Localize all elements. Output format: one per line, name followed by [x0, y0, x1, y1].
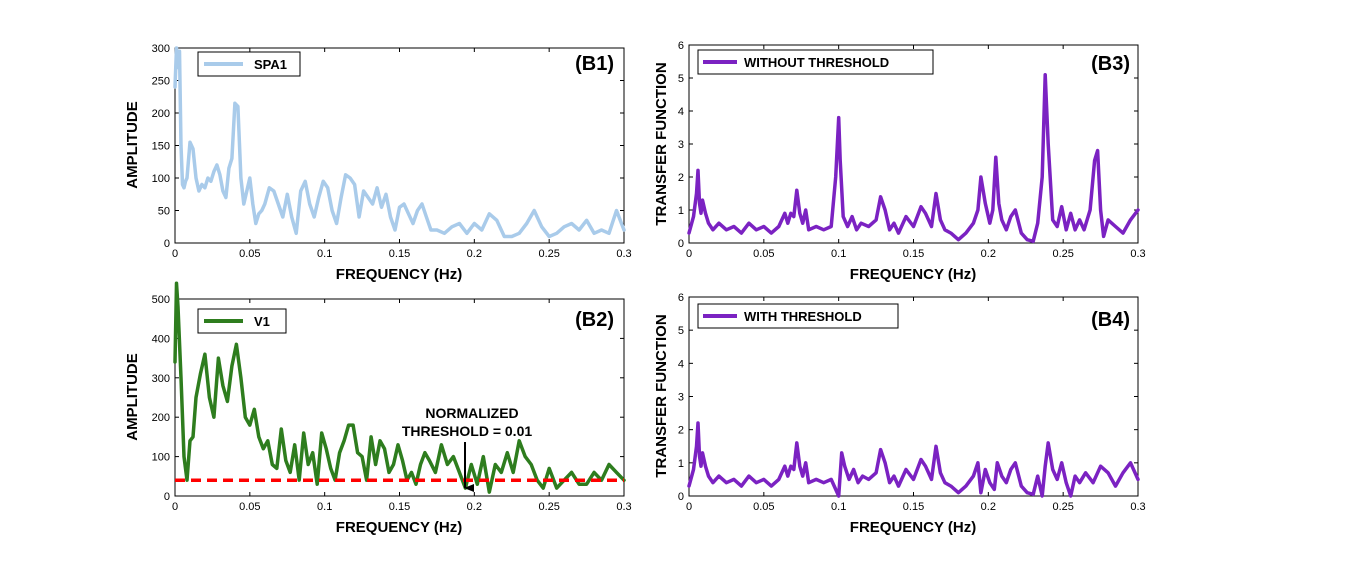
x-tick-label: 0 — [172, 501, 178, 513]
x-tick-label: 0.2 — [981, 248, 996, 260]
y-tick-label: 0 — [678, 491, 684, 503]
x-tick-label: 0.15 — [389, 248, 410, 260]
panel-b2: 0 0.05 0.1 0.15 0.2 0.25 0.3 0 100 200 300 400 500 (… — [124, 281, 632, 536]
x-tick-label: 0.05 — [239, 501, 260, 513]
legend-label: V1 — [254, 314, 270, 329]
y-tick-label: 50 — [158, 206, 170, 218]
y-tick-label: 6 — [678, 292, 684, 304]
y-tick-label: 0 — [678, 238, 684, 250]
series-line — [687, 421, 1140, 498]
x-tick-label: 0.05 — [753, 248, 774, 260]
x-tick-label: 0.2 — [981, 501, 996, 513]
panel-b1: 0 0.05 0.1 0.15 0.2 0.25 0.3 0 50 100 150 200 250 300… — [124, 43, 632, 283]
legend-label: WITH THRESHOLD — [744, 309, 862, 324]
x-tick-label: 0 — [172, 248, 178, 260]
y-axis-label: AMPLITUDE — [124, 353, 141, 441]
x-tick-label: 0.1 — [317, 248, 332, 260]
panel-b3: 0 0.05 0.1 0.15 0.2 0.25 0.3 0 1 2 3 4 5 6 (B3) WITHO… — [653, 40, 1146, 283]
y-tick-label: 2 — [678, 172, 684, 184]
x-tick-label: 0.3 — [616, 248, 631, 260]
x-tick-label: 0.3 — [1130, 501, 1145, 513]
y-tick-label: 6 — [678, 40, 684, 52]
y-axis-label: AMPLITUDE — [124, 101, 141, 189]
y-tick-label: 100 — [152, 452, 170, 464]
x-tick-label: 0.1 — [831, 501, 846, 513]
threshold-annotation-line-2: THRESHOLD = 0.01 — [402, 423, 533, 439]
x-tick-label: 0.2 — [467, 248, 482, 260]
x-tick-label: 0.1 — [317, 501, 332, 513]
panel-tag: (B3) — [1091, 53, 1130, 75]
x-tick-label: 0.2 — [467, 501, 482, 513]
x-tick-label: 0.25 — [1052, 248, 1073, 260]
x-tick-label: 0.15 — [389, 501, 410, 513]
y-tick-label: 0 — [164, 491, 170, 503]
x-tick-label: 0.1 — [831, 248, 846, 260]
axis-ticks: 0 0.05 0.1 0.15 0.2 0.25 0.3 0 1 2 3 4 5 6 — [678, 40, 1146, 260]
y-tick-label: 150 — [152, 141, 170, 153]
legend-label: SPA1 — [254, 57, 287, 72]
x-tick-label: 0 — [686, 248, 692, 260]
y-tick-label: 100 — [152, 173, 170, 185]
y-tick-label: 1 — [678, 205, 684, 217]
y-tick-label: 200 — [152, 412, 170, 424]
x-axis-label: FREQUENCY (Hz) — [850, 266, 976, 283]
axis-ticks: 0 0.05 0.1 0.15 0.2 0.25 0.3 0 50 100 150 200 250 300 — [152, 43, 632, 260]
panel-tag: (B1) — [575, 53, 614, 75]
y-tick-label: 4 — [678, 358, 684, 370]
y-tick-label: 5 — [678, 325, 684, 337]
x-tick-label: 0.05 — [239, 248, 260, 260]
data-lines — [687, 72, 1140, 244]
y-axis-label: TRANSFER FUNCTION — [653, 62, 670, 225]
series-line — [687, 72, 1140, 244]
axis-ticks: 0 0.05 0.1 0.15 0.2 0.25 0.3 0 100 200 300 400 500 — [152, 294, 632, 513]
y-tick-label: 500 — [152, 294, 170, 306]
x-tick-label: 0.3 — [616, 501, 631, 513]
series-line — [173, 46, 626, 239]
y-tick-label: 300 — [152, 43, 170, 55]
x-tick-label: 0.3 — [1130, 248, 1145, 260]
data-lines — [173, 46, 626, 239]
y-tick-label: 200 — [152, 108, 170, 120]
legend-box — [697, 49, 934, 75]
x-tick-label: 0.25 — [538, 248, 559, 260]
threshold-annotation-line-1: NORMALIZED — [425, 405, 518, 421]
axis-ticks: 0 0.05 0.1 0.15 0.2 0.25 0.3 0 1 2 3 4 5 6 — [678, 292, 1146, 513]
x-axis-label: FREQUENCY (Hz) — [850, 519, 976, 536]
panel-b4: 0 0.05 0.1 0.15 0.2 0.25 0.3 0 1 2 3 4 5 6 (B4) WITH … — [653, 292, 1146, 536]
legend: V1 — [197, 308, 287, 334]
y-tick-label: 300 — [152, 373, 170, 385]
y-tick-label: 4 — [678, 106, 684, 118]
legend: WITHOUT THRESHOLD — [697, 49, 934, 75]
y-tick-label: 250 — [152, 76, 170, 88]
y-tick-label: 400 — [152, 333, 170, 345]
legend: WITH THRESHOLD — [697, 303, 899, 329]
legend-label: WITHOUT THRESHOLD — [744, 55, 889, 70]
panel-tag: (B2) — [575, 309, 614, 331]
x-tick-label: 0.15 — [903, 248, 924, 260]
x-tick-label: 0.25 — [538, 501, 559, 513]
x-axis-label: FREQUENCY (Hz) — [336, 266, 462, 283]
x-tick-label: 0.15 — [903, 501, 924, 513]
y-tick-label: 3 — [678, 392, 684, 404]
x-axis-label: FREQUENCY (Hz) — [336, 519, 462, 536]
y-tick-label: 5 — [678, 73, 684, 85]
x-tick-label: 0.25 — [1052, 501, 1073, 513]
y-axis-label: TRANSFER FUNCTION — [653, 314, 670, 477]
x-tick-label: 0 — [686, 501, 692, 513]
panel-tag: (B4) — [1091, 309, 1130, 331]
legend: SPA1 — [197, 51, 301, 77]
y-tick-label: 2 — [678, 425, 684, 437]
y-tick-label: 3 — [678, 139, 684, 151]
data-lines — [687, 421, 1140, 498]
data-lines — [173, 281, 626, 494]
x-tick-label: 0.05 — [753, 501, 774, 513]
y-tick-label: 1 — [678, 458, 684, 470]
y-tick-label: 0 — [164, 238, 170, 250]
series-line — [173, 281, 626, 494]
